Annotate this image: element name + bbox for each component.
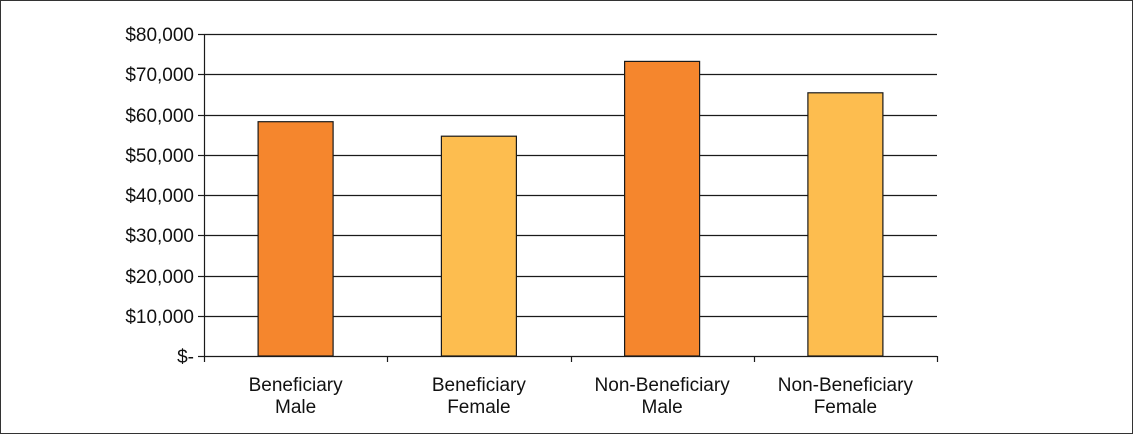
x-tick-label-line: Male xyxy=(642,397,683,418)
y-tick-label: $80,000 xyxy=(125,25,194,46)
bar xyxy=(440,135,517,357)
x-tick-label-line: Non-Beneficiary xyxy=(778,375,914,396)
x-tick-label-line: Beneficiary xyxy=(432,375,526,396)
x-tick-label-line: Beneficiary xyxy=(249,375,343,396)
y-tick-labels: $- $10,000 $20,000 $30,000 $40,000 $50,000 $60… xyxy=(125,25,194,368)
x-tick-label: Beneficiary Female xyxy=(432,375,526,418)
y-tick-label: $20,000 xyxy=(125,267,194,288)
y-tick-label: $40,000 xyxy=(125,186,194,207)
x-tick-label-line: Non-Beneficiary xyxy=(595,375,731,396)
x-tick-label-line: Male xyxy=(275,397,316,418)
y-tick-label: $60,000 xyxy=(125,106,194,127)
y-tick-label: $- xyxy=(177,347,194,368)
bar xyxy=(623,60,701,357)
y-tick-label: $10,000 xyxy=(125,307,194,328)
y-tick-label: $50,000 xyxy=(125,146,194,167)
x-tick-label: Beneficiary Male xyxy=(249,375,343,418)
x-tick-label-line: Female xyxy=(447,397,510,418)
bar xyxy=(807,92,884,357)
y-tick-label: $30,000 xyxy=(125,226,194,247)
y-tick-label: $70,000 xyxy=(125,65,194,86)
x-tick-label-line: Female xyxy=(814,397,877,418)
axes xyxy=(198,33,939,362)
x-tick-label: Non-Beneficiary Female xyxy=(778,375,914,418)
x-tick-label: Non-Beneficiary Male xyxy=(595,375,731,418)
bar xyxy=(257,121,334,357)
bars xyxy=(257,60,884,357)
